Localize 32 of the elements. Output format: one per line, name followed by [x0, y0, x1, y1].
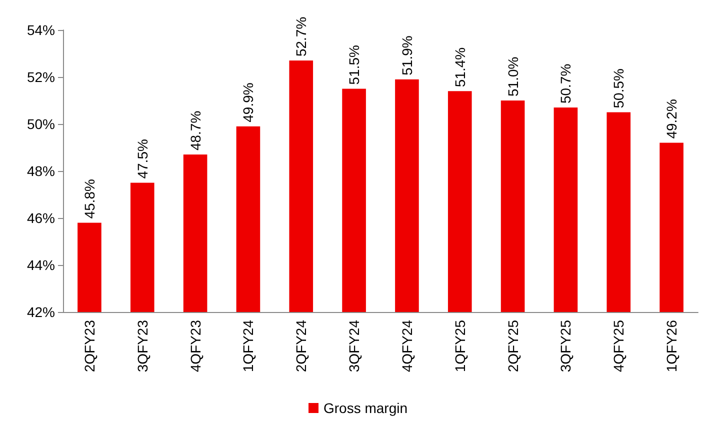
x-tick-label: 1QFY25 — [452, 320, 468, 372]
y-tick-label: 48% — [26, 163, 55, 179]
data-label: 50.5% — [610, 68, 627, 108]
legend-label: Gross margin — [323, 400, 408, 416]
y-tick-label: 54% — [26, 22, 55, 38]
x-tick-label: 4QFY24 — [398, 320, 415, 372]
y-tick-label: 50% — [26, 116, 55, 132]
x-tick-label: 3QFY24 — [346, 320, 362, 372]
data-label: 49.2% — [664, 99, 680, 139]
data-label: 47.5% — [134, 139, 150, 179]
x-tick-label: 2QFY25 — [504, 320, 521, 372]
y-tick-label: 44% — [26, 257, 55, 273]
x-tick-label: 1QFY26 — [664, 320, 680, 372]
y-tick-label: 46% — [26, 210, 55, 226]
data-label: 51.9% — [398, 36, 415, 76]
data-label: 51.4% — [452, 47, 468, 88]
data-label: 50.7% — [558, 64, 574, 104]
x-tick-label: 2QFY23 — [81, 320, 98, 372]
y-tick-label: 42% — [26, 304, 55, 320]
x-tick-label: 3QFY23 — [134, 320, 150, 372]
x-tick-label: 2QFY24 — [293, 320, 310, 372]
data-label: 48.7% — [187, 110, 204, 151]
x-tick-label: 4QFY25 — [610, 320, 627, 372]
data-label: 45.8% — [81, 178, 98, 219]
x-tick-label: 4QFY23 — [187, 320, 204, 372]
data-label: 49.9% — [240, 82, 256, 122]
x-tick-label: 3QFY25 — [558, 320, 574, 372]
data-label: 52.7% — [293, 16, 310, 57]
data-label: 51.5% — [346, 45, 362, 85]
data-label: 51.0% — [504, 56, 521, 96]
y-tick-label: 52% — [26, 69, 55, 85]
x-tick-label: 1QFY24 — [240, 320, 256, 372]
